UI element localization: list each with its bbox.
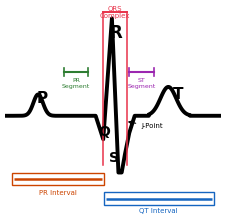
Text: QRS
Complex: QRS Complex <box>99 6 130 19</box>
Text: P: P <box>37 91 48 106</box>
Text: S: S <box>109 151 119 165</box>
Text: PR Interval: PR Interval <box>38 190 76 196</box>
Bar <box>104 192 213 205</box>
Text: QT Interval: QT Interval <box>139 208 177 214</box>
Text: PR
Segment: PR Segment <box>62 78 90 89</box>
Bar <box>12 173 104 185</box>
Text: J-Point: J-Point <box>128 121 162 130</box>
Text: Q: Q <box>98 125 110 139</box>
Text: ST
Segment: ST Segment <box>127 78 155 89</box>
Text: T: T <box>172 87 182 102</box>
Text: R: R <box>109 24 122 42</box>
